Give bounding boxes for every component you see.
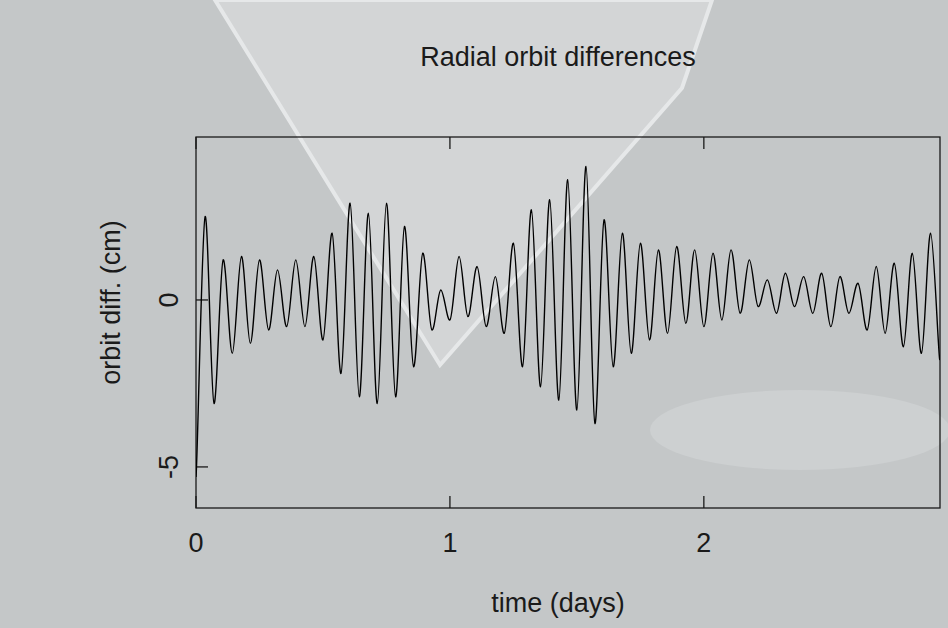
background-cloud (650, 390, 948, 470)
x-axis-title: time (days) (491, 588, 625, 618)
x-tick (449, 496, 450, 508)
plot-frame (196, 137, 940, 508)
y-tick-label: -5 (154, 455, 184, 479)
data-line (196, 166, 940, 477)
plot-area (196, 166, 940, 477)
x-tick-top (703, 137, 704, 149)
y-axis-title: orbit diff. (cm) (96, 220, 126, 385)
y-tick-label: 0 (154, 292, 184, 307)
y-tick (196, 466, 208, 467)
x-tick (703, 496, 704, 508)
x-tick-top (449, 137, 450, 149)
chart-title: Radial orbit differences (420, 42, 696, 72)
x-tick-label: 2 (696, 528, 711, 558)
x-tick-top (195, 137, 196, 149)
x-tick (195, 496, 196, 508)
x-tick-label: 0 (188, 528, 203, 558)
x-tick-label: 1 (442, 528, 457, 558)
background (0, 0, 948, 628)
chart: 0 1 2 -5 0 Radial orbit differences time (days… (0, 0, 948, 628)
